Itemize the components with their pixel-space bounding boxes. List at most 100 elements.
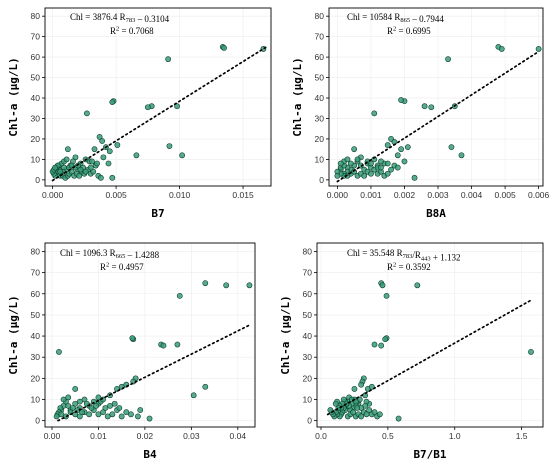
data-point (421, 103, 428, 110)
data-point (83, 110, 90, 117)
data-point (95, 411, 102, 418)
plot-frame (44, 7, 272, 187)
x-tick-label: 0.010 (169, 190, 191, 200)
x-tick-label: 0.004 (461, 190, 483, 200)
data-point (371, 409, 378, 416)
data-point (64, 146, 71, 153)
data-point (368, 160, 374, 167)
panel-1: 0.000 0.005 0.010 0.015 0 10 20 30 40 50 60 70 80 B7 C… (7, 7, 272, 220)
data-point (114, 142, 121, 148)
data-point (361, 172, 368, 179)
data-point (166, 143, 173, 150)
data-point (123, 409, 130, 416)
data-point (146, 415, 153, 422)
x-tick-label: 0.00 (44, 431, 61, 441)
x-tick-label: 0.0 (315, 431, 327, 441)
data-point (109, 174, 116, 181)
data-point (63, 156, 70, 163)
x-tick-label: 0.02 (137, 431, 154, 441)
x-axis-title: B8A (426, 207, 446, 220)
data-point (347, 160, 354, 167)
data-point (398, 146, 405, 153)
data-point (384, 160, 391, 167)
data-point (88, 405, 95, 411)
data-point (371, 341, 378, 348)
data-point (58, 411, 65, 418)
y-tick-label: 10 (31, 395, 41, 405)
data-point (190, 392, 197, 399)
y-axis-title: Chl-a (μg/L) (7, 295, 20, 374)
plot-frame (316, 242, 544, 428)
y-tick-label: 0 (35, 416, 40, 426)
y-tick-label: 10 (31, 154, 41, 164)
data-point (384, 170, 391, 177)
r2-text: R2 = 0.3592 (387, 262, 431, 273)
y-tick-label: 60 (315, 52, 325, 62)
data-point (160, 342, 167, 349)
equation-text: Chl = 10584 R865 – 0.7944 (347, 12, 444, 24)
y-tick-label: 0 (319, 175, 324, 185)
y-tick-label: 40 (315, 93, 325, 103)
data-point (334, 172, 341, 179)
data-point (382, 336, 389, 343)
x-axis-title: B4 (143, 448, 157, 461)
y-axis-title: Chl-a (μg/L) (279, 295, 292, 374)
x-tick-label: 0.001 (360, 190, 382, 200)
equation-text: Chl = 1096.3 R665 – 1.4288 (60, 248, 160, 260)
data-point (100, 154, 107, 161)
y-tick-label: 70 (31, 268, 41, 278)
x-tick-label: 0.04 (230, 431, 247, 441)
y-tick-label: 80 (303, 246, 313, 256)
data-point (404, 144, 411, 151)
data-point (94, 160, 100, 167)
data-point (395, 415, 402, 422)
data-point (69, 405, 76, 411)
data-point (344, 156, 351, 163)
r2-text: R2 = 0.6995 (387, 26, 431, 37)
plot-frame (44, 242, 256, 428)
x-tick-label: 1.5 (516, 431, 528, 441)
data-point (93, 402, 100, 409)
data-point (99, 138, 106, 144)
data-point (97, 174, 104, 181)
x-tick-label: 0.5 (382, 431, 394, 441)
data-point (351, 146, 358, 153)
data-point (528, 349, 534, 355)
data-point (337, 160, 344, 167)
y-tick-label: 40 (31, 331, 41, 341)
data-point (135, 413, 141, 420)
panel-3: 0.00 0.01 0.02 0.03 0.04 0 10 20 30 40 50 60 70 80 B4 C… (7, 242, 256, 461)
y-tick-label: 20 (303, 373, 313, 383)
data-point (106, 148, 113, 155)
y-tick-label: 0 (35, 175, 40, 185)
data-point (174, 341, 181, 348)
data-point (116, 405, 123, 411)
data-point (378, 164, 384, 171)
data-point (498, 46, 505, 52)
y-tick-label: 20 (31, 373, 41, 383)
trend-line (51, 46, 267, 182)
y-tick-label: 30 (31, 352, 41, 362)
x-tick-label: 0.000 (42, 190, 64, 200)
x-tick-label: 0.01 (90, 431, 107, 441)
data-point (60, 396, 67, 403)
y-tick-label: 10 (303, 395, 313, 405)
equation-text: Chl = 35.548 R783/R443 + 1.132 (347, 248, 460, 262)
y-tick-label: 40 (303, 331, 313, 341)
x-tick-label: 0.000 (327, 190, 349, 200)
data-point (109, 411, 116, 418)
y-tick-label: 20 (31, 134, 41, 144)
data-point (411, 174, 418, 181)
x-tick-label: 0.005 (105, 190, 127, 200)
data-point (72, 154, 79, 161)
y-tick-label: 30 (315, 113, 325, 123)
data-point (445, 56, 451, 63)
data-point (458, 152, 465, 159)
r2-text: R2 = 0.7068 (110, 26, 154, 37)
data-point (137, 407, 144, 413)
data-point (350, 409, 357, 416)
data-point (56, 349, 62, 355)
data-point (358, 381, 365, 388)
data-point (384, 142, 391, 148)
x-tick-label: 1.0 (449, 431, 461, 441)
